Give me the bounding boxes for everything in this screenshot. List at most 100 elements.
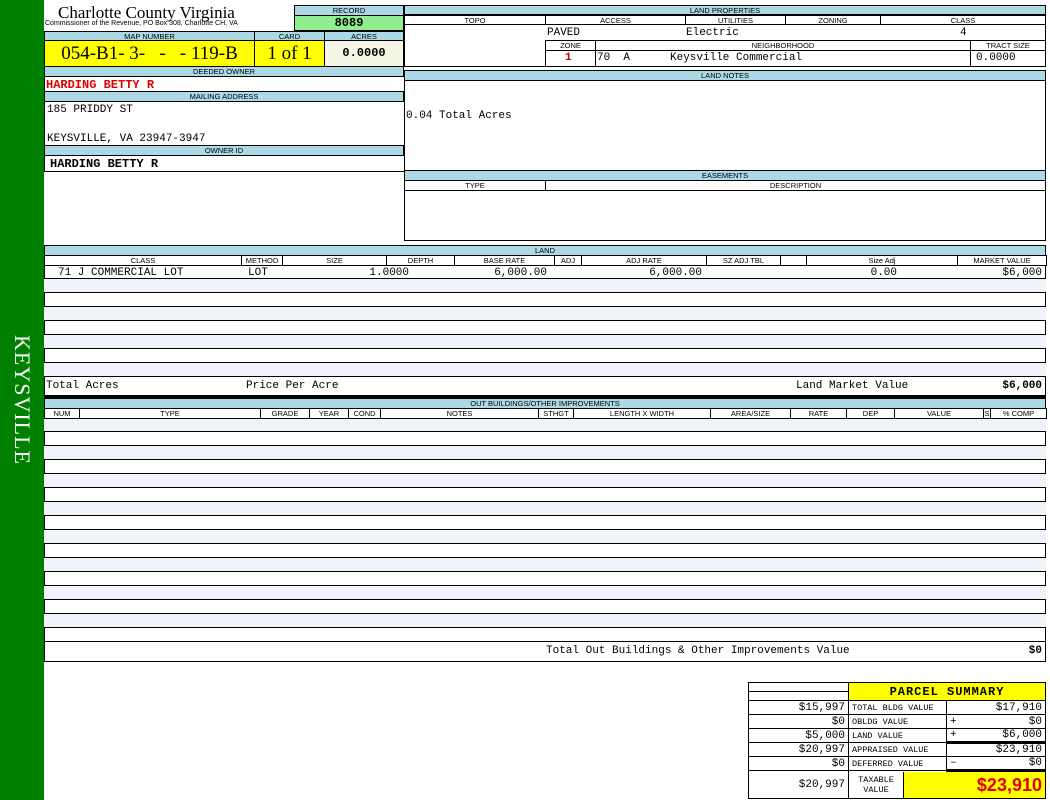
- outbuildings-column-header: VALUE: [894, 408, 984, 419]
- easement-type-label: TYPE: [404, 180, 546, 191]
- summary-label: TOTAL BLDG VALUE: [848, 700, 947, 715]
- land-column-header: BASE RATE: [454, 255, 555, 266]
- land-column-header: SIZE: [282, 255, 387, 266]
- outbuildings-row: [44, 600, 1046, 614]
- outbuildings-column-header: AREA/SIZE: [710, 408, 791, 419]
- outbuildings-row: [44, 446, 1046, 460]
- outbuildings-column-header: TYPE: [79, 408, 261, 419]
- land-column-header: METHOD: [241, 255, 283, 266]
- outbuildings-row: [44, 418, 1046, 432]
- taxable-value: $23,910: [904, 772, 1045, 798]
- parcel-summary: PARCEL SUMMARY $15,997 TOTAL BLDG VALUE $1…: [748, 682, 1046, 799]
- outbuildings-column-header: % COMP: [990, 408, 1047, 419]
- acres-value: 0.0000: [324, 40, 404, 67]
- land-adj-rate: 6,000.00: [649, 267, 702, 279]
- land-column-header: DEPTH: [386, 255, 455, 266]
- address-line-2: KEYSVILLE, VA 23947-3947: [47, 133, 206, 145]
- land-base-rate: 6,000.00: [494, 267, 547, 279]
- land-size-adj: 0.00: [870, 267, 897, 279]
- taxable-label: TAXABLE VALUE: [849, 772, 904, 798]
- land-row: [44, 363, 1046, 377]
- outbuildings-column-header: GRADE: [260, 408, 310, 419]
- tract-size-label: TRACT SIZE: [970, 40, 1046, 51]
- sidebar-label: KEYSVILLE: [10, 335, 35, 465]
- land-properties-title: LAND PROPERTIES: [404, 5, 1046, 15]
- land-row: [44, 335, 1046, 349]
- summary-prev: $15,997: [748, 700, 849, 715]
- class-label: CLASS: [880, 15, 1046, 25]
- summary-prev: $5,000: [748, 728, 849, 743]
- deeded-owner-label: DEEDED OWNER: [44, 66, 404, 77]
- summary-value: $6,000: [1002, 729, 1042, 741]
- record-number: 8089: [294, 15, 404, 31]
- neighborhood-label: NEIGHBORHOOD: [595, 40, 971, 51]
- summary-label: LAND VALUE: [848, 728, 947, 743]
- utilities-label: UTILITIES: [685, 15, 786, 25]
- outbuildings-total-label: Total Out Buildings & Other Improvements…: [546, 645, 850, 657]
- outbuildings-row: [44, 544, 1046, 558]
- summary-operator: +: [950, 715, 957, 728]
- neighborhood-code: 70 A: [597, 52, 631, 64]
- deeded-owner: HARDING BETTY R: [46, 78, 155, 92]
- outbuildings-column-header: COND: [348, 408, 381, 419]
- land-row: [44, 307, 1046, 321]
- land-notes-text: 0.04 Total Acres: [406, 110, 512, 122]
- land-row: [44, 279, 1046, 293]
- outbuildings-column-header: LENGTH X WIDTH: [573, 408, 711, 419]
- summary-value: $23,910: [995, 744, 1042, 756]
- outbuildings-row: [44, 614, 1046, 628]
- outbuildings-row: [44, 474, 1046, 488]
- land-class: 71 J COMMERCIAL LOT: [58, 267, 184, 279]
- card-value: 1 of 1: [254, 40, 325, 67]
- zone-value: 1: [565, 52, 572, 64]
- land-method: LOT: [248, 267, 268, 279]
- land-row: [44, 349, 1046, 363]
- zone-label: ZONE: [545, 40, 596, 51]
- price-per-acre-label: Price Per Acre: [246, 380, 339, 392]
- summary-prev: $0: [748, 714, 849, 729]
- summary-operator: +: [950, 729, 957, 741]
- page-title: Charlotte County Virginia: [58, 3, 235, 22]
- neighborhood-value: Keysville Commercial: [670, 52, 803, 64]
- summary-prev: $20,997: [748, 742, 849, 757]
- sidebar: KEYSVILLE: [0, 0, 44, 800]
- land-row: [44, 321, 1046, 335]
- outbuildings-row: [44, 572, 1046, 586]
- summary-row: $20,997 APPRAISED VALUE $23,910: [748, 741, 1046, 757]
- utilities-value: Electric: [686, 27, 739, 39]
- map-number: 054-B1- 3- - - 119-B: [44, 40, 255, 67]
- summary-label: APPRAISED VALUE: [848, 742, 947, 757]
- outbuildings-row: [44, 432, 1046, 446]
- outbuildings-row: [44, 460, 1046, 474]
- outbuildings-row: [44, 488, 1046, 502]
- summary-row: $0 OBLDG VALUE + $0: [748, 714, 1046, 729]
- land-column-header: ADJ: [554, 255, 582, 266]
- outbuildings-row: [44, 586, 1046, 600]
- summary-row: $0 DEFERRED VALUE – $0: [748, 756, 1046, 772]
- access-value: PAVED: [547, 27, 581, 39]
- land-column-header: MARKET VALUE: [957, 255, 1047, 266]
- land-column-header: [780, 255, 807, 266]
- outbuildings-column-header: NUM: [44, 408, 80, 419]
- outbuildings-row: [44, 558, 1046, 572]
- easement-description-label: DESCRIPTION: [545, 180, 1046, 191]
- land-column-header: ADJ RATE: [581, 255, 707, 266]
- land-row: [44, 293, 1046, 307]
- summary-label: DEFERRED VALUE: [848, 756, 947, 771]
- outbuildings-column-header: NOTES: [380, 408, 539, 419]
- land-market-value-label: Land Market Value: [796, 380, 909, 392]
- owner-id: HARDING BETTY R: [50, 157, 159, 171]
- summary-value: $0: [1028, 715, 1042, 728]
- land-market-value: $6,000: [1002, 267, 1042, 279]
- address-line-1: 185 PRIDDY ST: [47, 104, 133, 116]
- zoning-label: ZONING: [785, 15, 881, 25]
- land-column-header: CLASS: [44, 255, 242, 266]
- total-acres-label: Total Acres: [46, 380, 119, 392]
- summary-row: $5,000 LAND VALUE + $6,000: [748, 728, 1046, 743]
- tract-size-value: 0.0000: [976, 52, 1016, 64]
- outbuildings-column-header: YEAR: [309, 408, 349, 419]
- summary-value: $17,910: [995, 701, 1042, 714]
- access-label: ACCESS: [545, 15, 686, 25]
- summary-row: $15,997 TOTAL BLDG VALUE $17,910: [748, 700, 1046, 715]
- taxable-prev: $20,997: [748, 770, 849, 799]
